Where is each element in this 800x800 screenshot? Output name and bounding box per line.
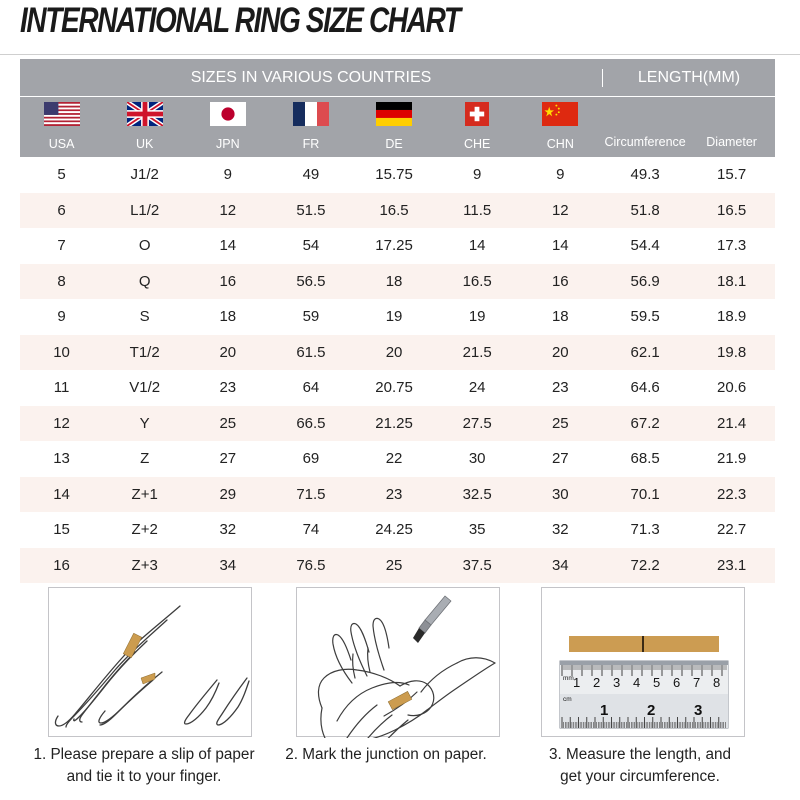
svg-text:3: 3 <box>694 702 702 719</box>
svg-text:1: 1 <box>600 702 608 719</box>
svg-text:2: 2 <box>647 702 655 719</box>
svg-text:5: 5 <box>653 675 660 690</box>
svg-text:7: 7 <box>693 675 700 690</box>
svg-text:2: 2 <box>593 675 600 690</box>
svg-text:mm: mm <box>563 675 574 682</box>
svg-text:3: 3 <box>613 675 620 690</box>
svg-text:cm: cm <box>563 696 572 703</box>
svg-text:8: 8 <box>713 675 720 690</box>
svg-text:6: 6 <box>673 675 680 690</box>
svg-text:1: 1 <box>573 675 580 690</box>
svg-text:4: 4 <box>633 675 640 690</box>
